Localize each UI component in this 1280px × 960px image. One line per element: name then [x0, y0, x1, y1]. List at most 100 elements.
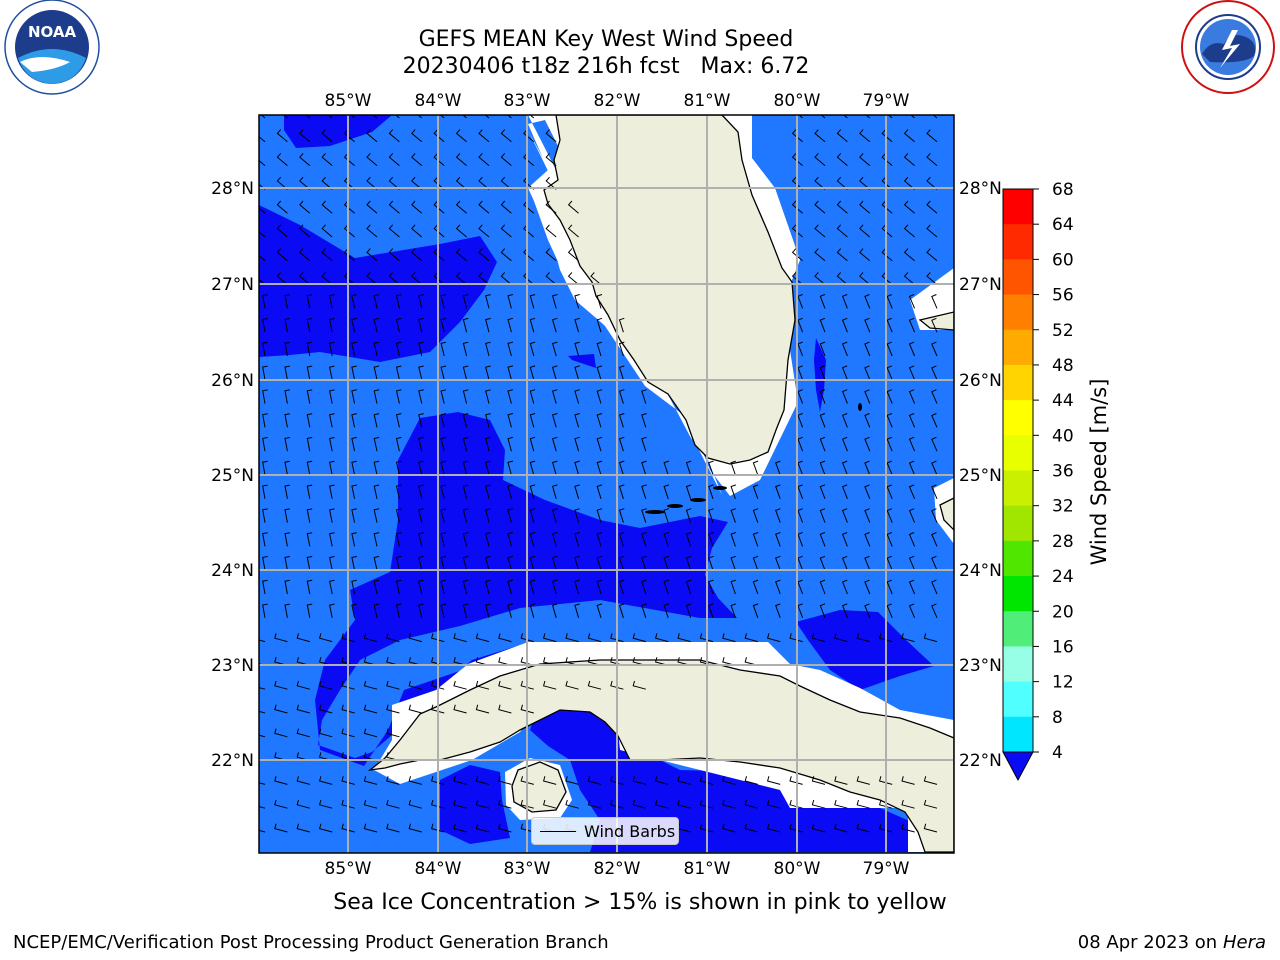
- wind-barb: [386, 799, 400, 809]
- lat-label: 23°N: [211, 656, 254, 676]
- wind-barb: [507, 484, 514, 499]
- wind-barb: [654, 776, 669, 785]
- lat-label: 22°N: [211, 751, 254, 771]
- wind-barb: [864, 484, 871, 499]
- wind-barb: [766, 799, 781, 809]
- wind-barb: [903, 272, 915, 285]
- wind-barb: [386, 776, 400, 785]
- wind-barb: [329, 460, 335, 476]
- wind-barb: [395, 579, 402, 595]
- wind-barb: [318, 680, 333, 690]
- wind-barb: [722, 633, 736, 643]
- wind-barb: [296, 776, 310, 785]
- wind-barb: [596, 579, 603, 595]
- colorbar-tick-label: 60: [1052, 250, 1074, 270]
- wind-barb: [485, 508, 491, 523]
- wind-barb: [908, 532, 916, 547]
- wind-barb: [886, 484, 893, 499]
- wind-barb: [418, 555, 424, 571]
- wind-barb: [766, 633, 781, 643]
- wind-barb: [284, 365, 290, 380]
- colorbar-cell: [1003, 329, 1033, 366]
- wind-barb: [618, 365, 625, 380]
- lon-label: 80°W: [774, 859, 821, 879]
- wind-barb: [485, 341, 491, 357]
- wind-barb: [276, 129, 288, 143]
- wind-barb: [841, 294, 848, 309]
- wind-barb: [685, 484, 692, 499]
- wind-barb: [908, 294, 916, 309]
- wind-barb: [931, 579, 938, 595]
- footer-machine: Hera: [1222, 932, 1266, 953]
- wind-barb: [752, 603, 759, 618]
- wind-barb: [351, 555, 357, 571]
- lon-label: 80°W: [774, 91, 821, 111]
- wind-barb: [329, 318, 335, 333]
- wind-barb: [259, 159, 266, 166]
- wind-barb: [811, 776, 826, 785]
- wind-barb: [618, 555, 625, 571]
- wind-barb: [411, 153, 423, 166]
- wind-barb: [708, 603, 714, 618]
- wind-barb: [386, 680, 400, 690]
- wind-barb: [284, 437, 290, 452]
- wind-barb: [567, 200, 579, 214]
- colorbar-cell: [1003, 576, 1033, 612]
- wind-barb: [299, 200, 311, 214]
- wind-barb: [259, 806, 266, 809]
- wind-barb: [819, 532, 826, 547]
- wind-barb: [752, 460, 759, 476]
- colorbar-cell: [1003, 189, 1033, 225]
- wind-barb: [886, 436, 893, 452]
- wind-barb: [881, 272, 893, 285]
- wind-barb: [478, 176, 490, 190]
- wind-barb: [274, 823, 288, 833]
- wind-barb: [498, 776, 512, 785]
- wind-barb: [507, 365, 514, 380]
- wind-barb: [663, 484, 670, 499]
- wind-barb: [455, 248, 467, 262]
- wind-barb: [841, 365, 848, 380]
- wind-barb: [908, 603, 916, 618]
- wind-barb: [388, 272, 400, 285]
- wind-barb: [318, 823, 333, 833]
- wind-barb: [752, 555, 759, 571]
- wind-barb: [259, 639, 266, 643]
- wind-barb: [306, 579, 313, 595]
- wind-barb: [453, 680, 467, 690]
- wind-barb: [299, 248, 311, 262]
- wind-barb: [811, 799, 826, 809]
- wind-barb: [819, 341, 826, 357]
- colorbar-ticks: 68 64 60 56 52 48 44 40 36 32 28 24 20 16 12 8 4: [1033, 180, 1074, 763]
- wind-barb: [775, 460, 781, 476]
- wind-barb: [299, 176, 311, 190]
- wind-barb: [685, 603, 692, 618]
- wind-barb: [931, 365, 938, 381]
- lat-label: 23°N: [959, 656, 1002, 676]
- wind-barb: [485, 484, 491, 499]
- wind-barb: [618, 484, 625, 499]
- wind-barb: [395, 389, 402, 404]
- wind-barb: [284, 389, 290, 404]
- wind-barb: [299, 153, 311, 166]
- wind-barb: [329, 579, 335, 595]
- wind-barb: [574, 389, 580, 404]
- wind-barb: [814, 272, 826, 285]
- wind-barb: [791, 129, 803, 143]
- wind-barb: [744, 633, 758, 643]
- wind-barb: [411, 272, 423, 285]
- wind-barb: [654, 633, 669, 643]
- wind-barb: [908, 365, 916, 380]
- wind-barb: [903, 153, 915, 166]
- wind-barb: [329, 437, 335, 452]
- wind-barb: [262, 484, 268, 499]
- wind-barb: [462, 508, 469, 523]
- lat-label: 27°N: [959, 275, 1002, 295]
- wind-barb: [791, 272, 803, 285]
- wind-barb: [542, 633, 557, 643]
- wind-barb: [926, 200, 938, 214]
- wind-barb: [306, 389, 313, 404]
- wind-barb: [485, 460, 491, 476]
- wind-barb: [834, 633, 848, 643]
- wind-barb: [306, 341, 313, 357]
